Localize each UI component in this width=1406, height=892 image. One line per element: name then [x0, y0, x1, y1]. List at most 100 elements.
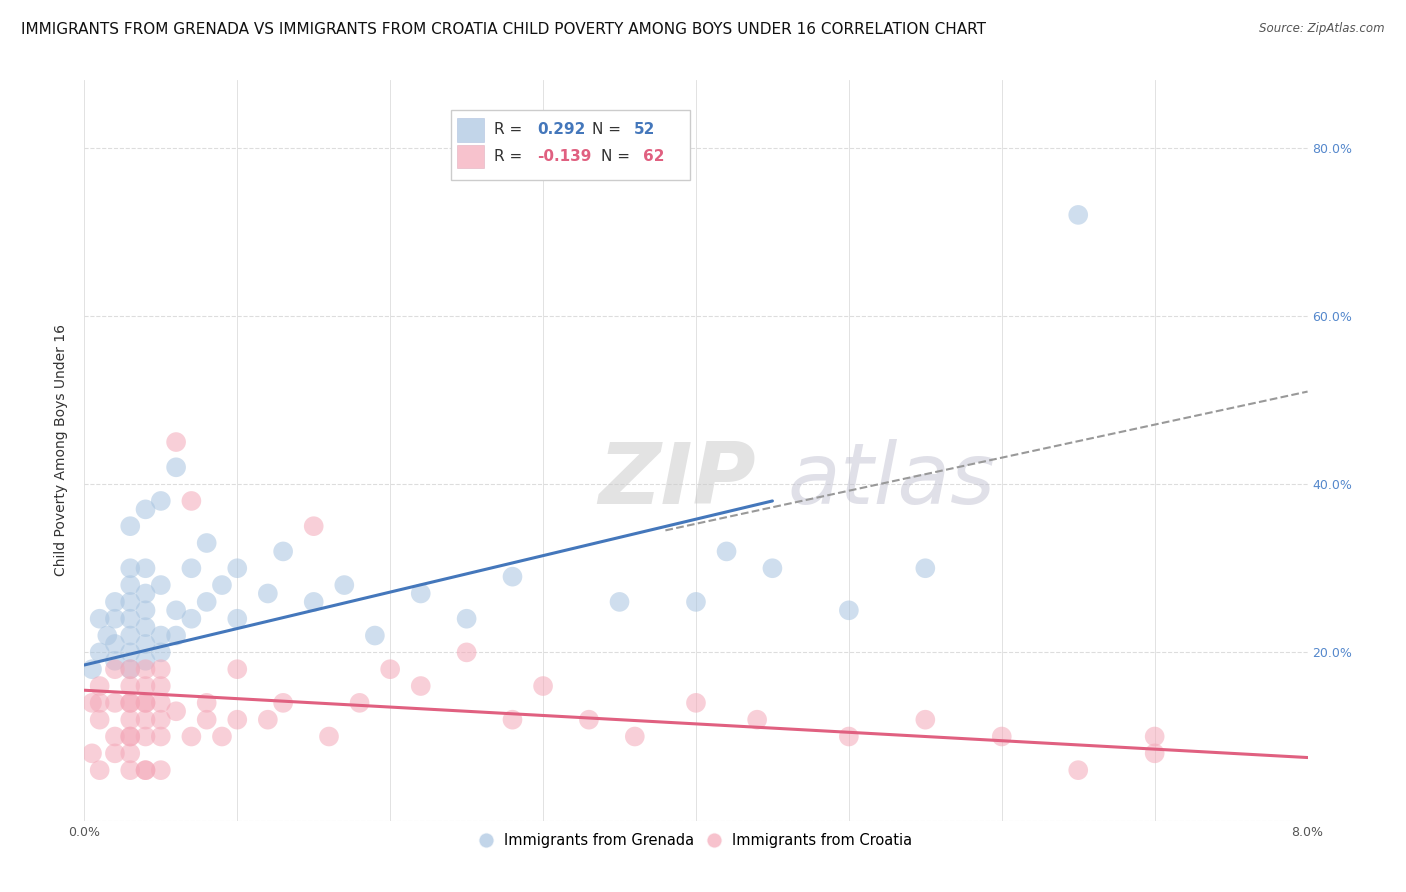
Immigrants from Grenada [195, 595, 218, 609]
Immigrants from Croatia [89, 713, 111, 727]
Immigrants from Grenada [120, 628, 142, 642]
Immigrants from Croatia [149, 662, 172, 676]
Text: R =: R = [494, 122, 527, 137]
Text: -0.139: -0.139 [537, 149, 592, 164]
Immigrants from Grenada [226, 561, 249, 575]
Immigrants from Croatia [120, 696, 142, 710]
Immigrants from Croatia [409, 679, 432, 693]
Immigrants from Croatia [135, 696, 157, 710]
Immigrants from Grenada [104, 637, 127, 651]
Immigrants from Croatia [456, 645, 478, 659]
Immigrants from Grenada [149, 628, 172, 642]
Immigrants from Grenada [104, 612, 127, 626]
FancyBboxPatch shape [457, 118, 484, 142]
Immigrants from Grenada [257, 586, 280, 600]
Immigrants from Croatia [135, 763, 157, 777]
Immigrants from Croatia [226, 662, 249, 676]
Legend: Immigrants from Grenada, Immigrants from Croatia: Immigrants from Grenada, Immigrants from… [474, 828, 918, 854]
Immigrants from Croatia [257, 713, 280, 727]
Text: R =: R = [494, 149, 527, 164]
Immigrants from Grenada [120, 561, 142, 575]
Immigrants from Grenada [80, 662, 103, 676]
Immigrants from Croatia [135, 713, 157, 727]
Immigrants from Grenada [149, 494, 172, 508]
Immigrants from Grenada [120, 595, 142, 609]
Immigrants from Grenada [685, 595, 707, 609]
Immigrants from Croatia [120, 713, 142, 727]
Immigrants from Croatia [120, 730, 142, 744]
Immigrants from Croatia [89, 696, 111, 710]
Immigrants from Croatia [165, 704, 187, 718]
Immigrants from Croatia [624, 730, 647, 744]
Immigrants from Grenada [96, 628, 118, 642]
Immigrants from Croatia [1067, 763, 1090, 777]
Immigrants from Grenada [838, 603, 860, 617]
Immigrants from Croatia [578, 713, 600, 727]
Immigrants from Croatia [149, 730, 172, 744]
Immigrants from Croatia [195, 713, 218, 727]
Immigrants from Grenada [302, 595, 325, 609]
Immigrants from Grenada [409, 586, 432, 600]
Immigrants from Croatia [120, 696, 142, 710]
Text: atlas: atlas [787, 439, 995, 522]
Immigrants from Grenada [456, 612, 478, 626]
Text: ZIP: ZIP [598, 439, 756, 522]
Immigrants from Grenada [180, 612, 202, 626]
Immigrants from Croatia [180, 730, 202, 744]
Immigrants from Grenada [165, 603, 187, 617]
Immigrants from Grenada [609, 595, 631, 609]
Immigrants from Croatia [104, 696, 127, 710]
Text: Source: ZipAtlas.com: Source: ZipAtlas.com [1260, 22, 1385, 36]
FancyBboxPatch shape [451, 110, 690, 180]
Immigrants from Grenada [104, 654, 127, 668]
Immigrants from Croatia [226, 713, 249, 727]
Immigrants from Croatia [104, 730, 127, 744]
Immigrants from Croatia [80, 747, 103, 761]
Immigrants from Grenada [195, 536, 218, 550]
Immigrants from Grenada [135, 620, 157, 634]
Immigrants from Croatia [149, 696, 172, 710]
Immigrants from Croatia [1143, 747, 1166, 761]
Text: N =: N = [600, 149, 634, 164]
Immigrants from Croatia [104, 662, 127, 676]
Immigrants from Grenada [226, 612, 249, 626]
Immigrants from Grenada [135, 603, 157, 617]
Immigrants from Croatia [531, 679, 554, 693]
Immigrants from Croatia [149, 679, 172, 693]
Immigrants from Croatia [89, 763, 111, 777]
Immigrants from Croatia [349, 696, 371, 710]
Immigrants from Croatia [135, 662, 157, 676]
Immigrants from Grenada [120, 578, 142, 592]
Immigrants from Grenada [135, 637, 157, 651]
Immigrants from Croatia [120, 662, 142, 676]
Immigrants from Croatia [104, 747, 127, 761]
Immigrants from Croatia [135, 696, 157, 710]
Immigrants from Grenada [914, 561, 936, 575]
Immigrants from Croatia [120, 679, 142, 693]
Immigrants from Croatia [149, 713, 172, 727]
Y-axis label: Child Poverty Among Boys Under 16: Child Poverty Among Boys Under 16 [55, 325, 69, 576]
Immigrants from Grenada [364, 628, 387, 642]
Immigrants from Croatia [502, 713, 524, 727]
Immigrants from Grenada [716, 544, 738, 558]
Immigrants from Croatia [180, 494, 202, 508]
Immigrants from Grenada [1067, 208, 1090, 222]
Immigrants from Grenada [211, 578, 233, 592]
Immigrants from Croatia [135, 730, 157, 744]
Text: N =: N = [592, 122, 626, 137]
Text: IMMIGRANTS FROM GRENADA VS IMMIGRANTS FROM CROATIA CHILD POVERTY AMONG BOYS UNDE: IMMIGRANTS FROM GRENADA VS IMMIGRANTS FR… [21, 22, 986, 37]
Immigrants from Croatia [149, 763, 172, 777]
Immigrants from Grenada [89, 645, 111, 659]
Immigrants from Grenada [149, 645, 172, 659]
Immigrants from Croatia [838, 730, 860, 744]
Immigrants from Grenada [761, 561, 783, 575]
Immigrants from Croatia [747, 713, 769, 727]
Text: 52: 52 [634, 122, 655, 137]
Immigrants from Grenada [502, 569, 524, 583]
Immigrants from Croatia [135, 679, 157, 693]
Immigrants from Croatia [271, 696, 294, 710]
Immigrants from Croatia [195, 696, 218, 710]
Immigrants from Grenada [135, 502, 157, 516]
Immigrants from Grenada [165, 628, 187, 642]
Immigrants from Croatia [380, 662, 402, 676]
